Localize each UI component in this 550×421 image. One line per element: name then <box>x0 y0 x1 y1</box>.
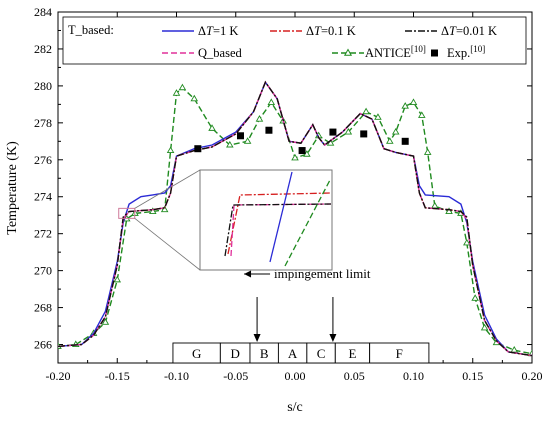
antice-marker <box>401 102 409 109</box>
antice-marker <box>160 205 169 213</box>
exp-point <box>401 137 409 145</box>
antice-marker <box>463 238 471 246</box>
y-tick-label: 282 <box>34 42 52 56</box>
legend-label: ANTICE[10] <box>365 44 426 60</box>
down-arrow-head <box>329 334 337 342</box>
x-tick-label: 0.05 <box>344 369 365 383</box>
antice-marker <box>291 153 299 161</box>
antice-marker <box>528 349 532 357</box>
inset-frame <box>199 169 333 271</box>
antice-marker <box>423 148 432 155</box>
antice-marker <box>471 294 479 301</box>
zoom-connector <box>134 169 201 209</box>
antice-marker <box>344 127 353 135</box>
legend-box <box>62 16 527 65</box>
y-tick-label: 276 <box>34 153 52 167</box>
legend-group-label: T_based: <box>68 23 114 37</box>
antice-marker <box>166 146 175 154</box>
y-tick-label: 280 <box>34 79 52 93</box>
series-line-2 <box>58 80 532 357</box>
impingement-arrow-head <box>244 270 252 278</box>
x-tick-label: -0.15 <box>105 369 130 383</box>
antice-marker <box>510 345 519 353</box>
region-label: A <box>288 346 298 361</box>
x-tick-label: 0.00 <box>285 369 306 383</box>
zoom-inset <box>118 169 333 271</box>
antice-marker <box>243 137 252 144</box>
antice-marker <box>113 275 122 283</box>
inset-red <box>227 192 332 255</box>
x-tick-label: -0.10 <box>164 369 189 383</box>
antice-marker <box>101 318 110 325</box>
antice-marker <box>431 201 439 209</box>
legend-label: Exp.[10] <box>447 44 485 60</box>
y-tick-label: 272 <box>34 227 52 241</box>
region-label: E <box>348 346 356 361</box>
legend-label: ΔT=0.1 K <box>306 24 356 38</box>
antice-marker <box>178 83 187 91</box>
zoom-connector <box>134 218 201 271</box>
exp-point <box>265 126 273 134</box>
antice-marker <box>391 127 400 135</box>
antice-marker <box>226 140 234 148</box>
antice-marker <box>409 98 418 105</box>
antice-marker <box>480 323 489 331</box>
region-label: F <box>396 346 403 361</box>
antice-marker <box>445 207 453 214</box>
antice-marker <box>190 94 199 102</box>
antice-marker <box>255 115 264 122</box>
x-tick-label: -0.20 <box>46 369 71 383</box>
antice-marker <box>149 207 157 214</box>
antice-marker <box>386 137 394 144</box>
exp-point <box>298 147 306 155</box>
series-layer <box>58 80 532 357</box>
x-tick-label: -0.05 <box>223 369 248 383</box>
inset-lines <box>224 171 332 267</box>
axis-tick-labels: -0.20 -0.15 -0.10 -0.05 0.00 0.05 0.10 0.15 0.20… <box>34 5 543 383</box>
y-tick-label: 274 <box>34 190 52 204</box>
antice-marker <box>374 113 382 120</box>
y-tick-label: 268 <box>34 301 52 315</box>
legend-label: ΔT=1 K <box>198 24 238 38</box>
y-tick-label: 284 <box>34 5 52 19</box>
exp-point <box>194 145 202 153</box>
region-label: G <box>192 346 201 361</box>
region-label: C <box>317 346 326 361</box>
exp-point <box>360 130 368 138</box>
inset-blue <box>269 171 293 263</box>
x-tick-label: 0.20 <box>522 369 543 383</box>
impingement-annotation: impingement limit <box>244 266 371 342</box>
region-label: D <box>230 346 239 361</box>
region-label: B <box>260 346 269 361</box>
region-box <box>369 342 430 364</box>
exp-point <box>329 128 337 136</box>
legend-triangle-marker <box>343 48 353 56</box>
antice-marker <box>208 124 216 131</box>
x-axis-label: s/c <box>287 400 303 415</box>
legend-square-marker <box>431 49 438 57</box>
antice-marker <box>418 111 426 118</box>
y-tick-label: 270 <box>34 264 52 278</box>
zoom-source-box <box>118 207 136 219</box>
legend: T_based: ΔT=1 K ΔT=0.1 K ΔT=0.01 K Q_based A… <box>62 16 527 65</box>
y-tick-label: 278 <box>34 116 52 130</box>
down-arrow-head <box>253 334 261 342</box>
x-tick-label: 0.15 <box>462 369 483 383</box>
inset-black <box>224 203 332 257</box>
legend-label: Q_based <box>198 46 242 60</box>
exp-point <box>236 132 244 140</box>
x-tick-label: 0.10 <box>403 369 424 383</box>
antice-marker <box>362 107 370 115</box>
antice-marker <box>267 98 276 105</box>
legend-label: ΔT=0.01 K <box>441 24 497 38</box>
y-tick-label: 266 <box>34 338 52 352</box>
antice-marker <box>172 89 181 96</box>
y-axis-label: Temperature (K) <box>5 141 20 235</box>
series-line-4 <box>58 86 532 355</box>
inset-green <box>284 179 331 267</box>
